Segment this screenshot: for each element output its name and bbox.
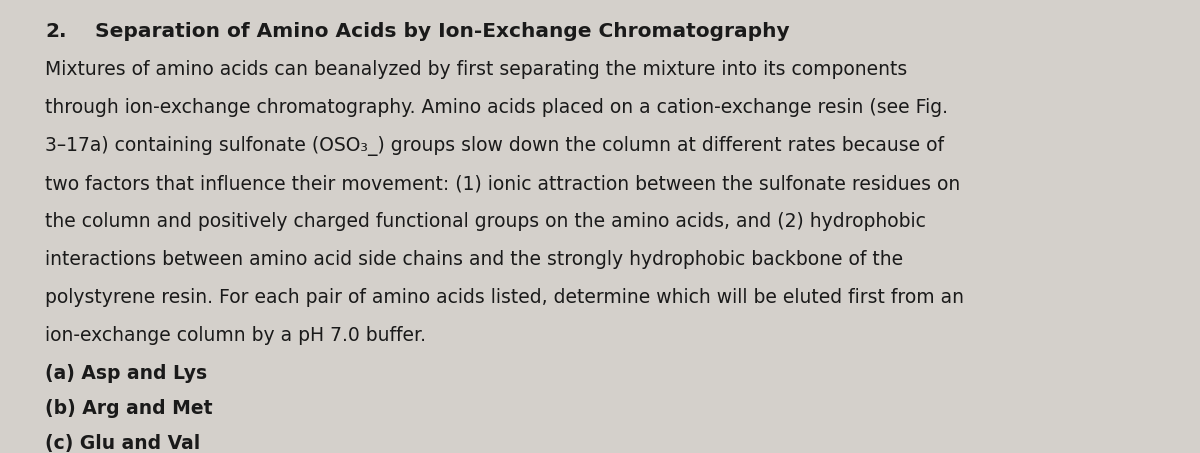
Text: the column and positively charged functional groups on the amino acids, and (2) : the column and positively charged functi… xyxy=(46,212,926,231)
Text: through ion-exchange chromatography. Amino acids placed on a cation-exchange res: through ion-exchange chromatography. Ami… xyxy=(46,98,948,117)
Text: ion-exchange column by a pH 7.0 buffer.: ion-exchange column by a pH 7.0 buffer. xyxy=(46,326,426,345)
Text: 3–17a) containing sulfonate (OSO₃_) groups slow down the column at different rat: 3–17a) containing sulfonate (OSO₃_) grou… xyxy=(46,136,944,156)
Text: (c) Glu and Val: (c) Glu and Val xyxy=(46,434,200,453)
Text: (a) Asp and Lys: (a) Asp and Lys xyxy=(46,364,208,383)
Text: 2.: 2. xyxy=(46,22,66,41)
Text: polystyrene resin. For each pair of amino acids listed, determine which will be : polystyrene resin. For each pair of amin… xyxy=(46,288,964,307)
Text: Separation of Amino Acids by Ion-Exchange Chromatography: Separation of Amino Acids by Ion-Exchang… xyxy=(95,22,790,41)
Text: Mixtures of amino acids can beanalyzed by first separating the mixture into its : Mixtures of amino acids can beanalyzed b… xyxy=(46,60,907,79)
Text: (b) Arg and Met: (b) Arg and Met xyxy=(46,399,212,418)
Text: two factors that influence their movement: (1) ionic attraction between the sulf: two factors that influence their movemen… xyxy=(46,174,960,193)
Text: interactions between amino acid side chains and the strongly hydrophobic backbon: interactions between amino acid side cha… xyxy=(46,250,904,269)
